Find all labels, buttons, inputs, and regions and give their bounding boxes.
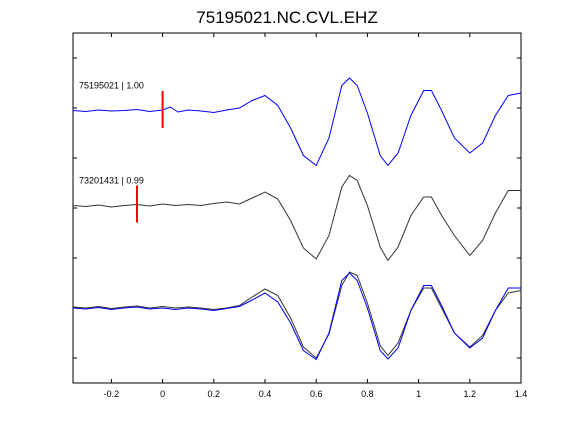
x-tick-label: 0.2 bbox=[208, 389, 221, 399]
trace-group bbox=[72, 77, 522, 361]
trace-line-4 bbox=[72, 272, 521, 361]
x-tick-label: 0.6 bbox=[310, 389, 323, 399]
chart-title: 75195021.NC.CVL.EHZ bbox=[196, 8, 377, 27]
x-tick-label: 0 bbox=[160, 389, 165, 399]
trace-line-1 bbox=[72, 77, 522, 167]
trace-line-3 bbox=[72, 271, 522, 359]
trace-labels: 75195021 | 1.00 73201431 | 0.99 bbox=[79, 81, 144, 186]
axis-ticks: -0.2 0 0.2 0.4 0.6 0.8 1 1.2 1.4 bbox=[73, 33, 527, 399]
x-tick-label: 1.4 bbox=[515, 389, 528, 399]
x-tick-label: -0.2 bbox=[104, 389, 120, 399]
trace-label: 75195021 | 1.00 bbox=[79, 81, 144, 91]
trace-label: 73201431 | 0.99 bbox=[79, 176, 144, 186]
trace-line-2 bbox=[72, 174, 521, 262]
x-tick-label: 1 bbox=[416, 389, 421, 399]
x-tick-label: 0.8 bbox=[361, 389, 374, 399]
x-tick-label: 1.2 bbox=[464, 389, 477, 399]
x-tick-label: 0.4 bbox=[259, 389, 272, 399]
